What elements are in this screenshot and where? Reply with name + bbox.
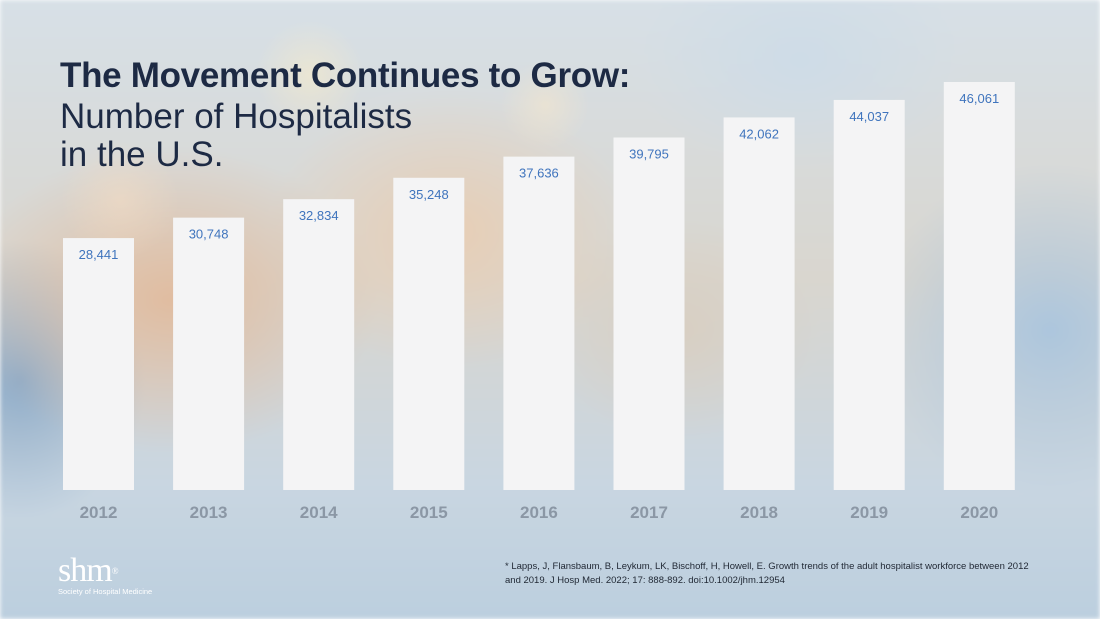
x-tick-label-2015: 2015 xyxy=(410,503,448,522)
shm-logo: shm® Society of Hospital Medicine xyxy=(58,554,153,597)
data-label-2014: 32,834 xyxy=(299,208,339,223)
bar-2019 xyxy=(833,99,905,490)
data-label-2015: 35,248 xyxy=(409,187,449,202)
data-label-2016: 37,636 xyxy=(519,166,559,181)
logo-text: shm xyxy=(58,552,113,589)
x-tick-label-2017: 2017 xyxy=(630,503,668,522)
title-subheading: Number of Hospitalists xyxy=(60,97,413,136)
registered-icon: ® xyxy=(111,566,119,576)
bar-2020 xyxy=(943,82,1015,490)
x-tick-label-2019: 2019 xyxy=(850,503,888,522)
x-tick-label-2018: 2018 xyxy=(740,503,778,522)
logo-mark: shm® xyxy=(58,554,152,588)
x-tick-label-2014: 2014 xyxy=(300,503,338,522)
bar-2018 xyxy=(723,117,795,490)
data-label-2020: 46,061 xyxy=(959,91,999,106)
title-heading: The Movement Continues to Grow: xyxy=(60,56,631,95)
bokeh-light xyxy=(500,60,590,150)
bar-2015 xyxy=(393,177,465,490)
data-label-2019: 44,037 xyxy=(849,109,889,124)
x-tick-label-2012: 2012 xyxy=(80,503,118,522)
slide-title: The Movement Continues to Grow: Number o… xyxy=(60,56,630,174)
data-label-2017: 39,795 xyxy=(629,147,669,162)
bar-2012 xyxy=(63,238,134,490)
data-label-2013: 30,748 xyxy=(189,227,229,242)
bar-2013 xyxy=(173,217,245,491)
x-tick-label-2013: 2013 xyxy=(190,503,228,522)
bokeh-light xyxy=(255,20,365,130)
logo-subtitle: Society of Hospital Medicine xyxy=(58,587,153,596)
citation-footnote: * Lapps, J, Flansbaum, B, Leykum, LK, Bi… xyxy=(505,561,1029,586)
bar-2014 xyxy=(283,199,355,491)
data-label-2012: 28,441 xyxy=(79,247,119,262)
title-subheading-cont: in the U.S. xyxy=(60,135,224,174)
bar-2017 xyxy=(613,137,685,490)
data-label-2018: 42,062 xyxy=(739,126,779,141)
x-tick-label-2020: 2020 xyxy=(960,503,998,522)
x-tick-label-2016: 2016 xyxy=(520,503,558,522)
bar-2016 xyxy=(503,156,575,490)
